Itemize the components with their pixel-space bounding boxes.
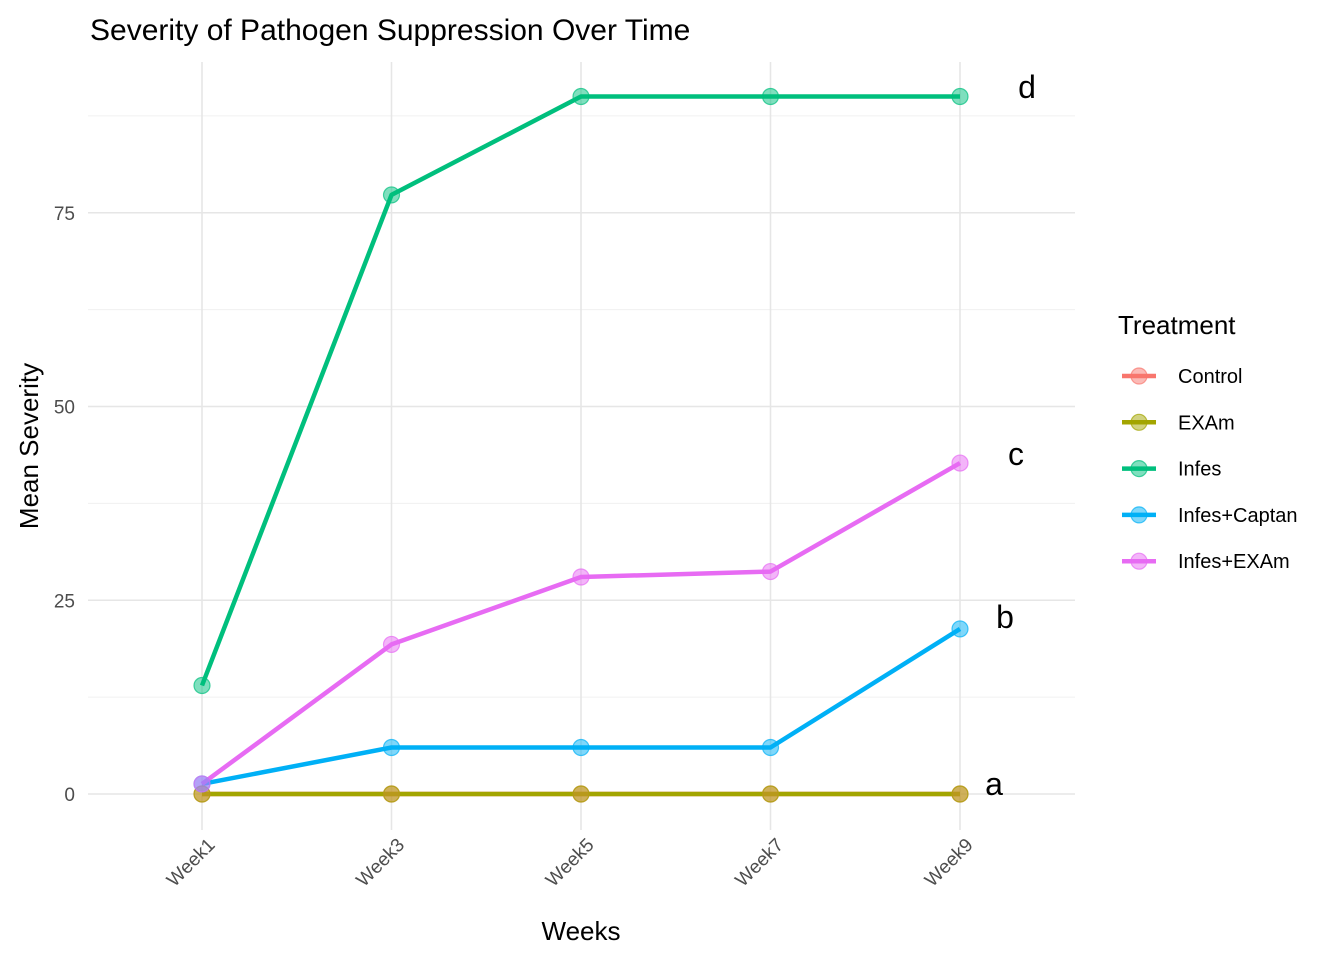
data-point-3-4 bbox=[951, 620, 969, 638]
legend-title: Treatment bbox=[1118, 310, 1236, 340]
x-tick-label: Week1 bbox=[163, 835, 219, 891]
data-point-4-1 bbox=[382, 635, 401, 654]
x-tick-label: Week7 bbox=[732, 835, 788, 891]
legend-item-label: Control bbox=[1178, 366, 1242, 388]
y-tick-label: 25 bbox=[54, 591, 75, 612]
data-point-4-4 bbox=[951, 454, 969, 472]
annotation-label: a bbox=[985, 766, 1003, 802]
legend-item-label: Infes+EXAm bbox=[1178, 551, 1290, 573]
data-point-3-2 bbox=[572, 738, 590, 757]
legend-key-point bbox=[1130, 552, 1148, 570]
annotation-label: c bbox=[1008, 436, 1024, 472]
x-axis-ticks: Week1 Week3 Week5 Week7 Week9 bbox=[163, 835, 977, 891]
data-point-3-3 bbox=[761, 738, 780, 757]
legend-key-point bbox=[1130, 367, 1148, 385]
chart-title: Severity of Pathogen Suppression Over Ti… bbox=[90, 14, 690, 47]
data-point-4-0 bbox=[193, 775, 211, 793]
legend-item-label: Infes bbox=[1178, 459, 1221, 481]
data-point-2-3 bbox=[761, 87, 780, 106]
legend-item-label: EXAm bbox=[1178, 412, 1235, 434]
x-axis-title: Weeks bbox=[542, 916, 621, 946]
data-point-2-2 bbox=[572, 87, 590, 106]
data-point-1-2 bbox=[572, 785, 590, 803]
significance-annotations: d c b a bbox=[985, 69, 1036, 802]
data-point-2-1 bbox=[382, 186, 401, 204]
annotation-label: d bbox=[1018, 69, 1036, 105]
data-point-2-4 bbox=[951, 87, 969, 106]
x-tick-label: Week3 bbox=[353, 835, 409, 891]
data-point-1-1 bbox=[382, 785, 401, 803]
series-points bbox=[193, 87, 969, 803]
data-point-4-2 bbox=[572, 568, 590, 586]
legend-key-point bbox=[1130, 506, 1148, 524]
y-tick-label: 0 bbox=[64, 785, 75, 806]
data-point-3-1 bbox=[382, 738, 401, 757]
data-point-1-3 bbox=[761, 785, 780, 803]
legend: Treatment Control EXAm Infes Infes+Captan In… bbox=[1118, 310, 1298, 573]
data-point-2-0 bbox=[193, 676, 211, 695]
data-point-1-4 bbox=[951, 785, 969, 803]
legend-item-label: Infes+Captan bbox=[1178, 505, 1298, 527]
x-tick-label: Week9 bbox=[921, 835, 977, 891]
y-tick-label: 50 bbox=[54, 398, 75, 419]
y-axis-ticks: 0 25 50 75 bbox=[54, 204, 75, 806]
y-axis-title: Mean Severity bbox=[14, 363, 44, 529]
x-tick-label: Week5 bbox=[542, 835, 598, 891]
annotation-label: b bbox=[996, 599, 1014, 635]
y-tick-label: 75 bbox=[54, 204, 75, 225]
plot-grid bbox=[88, 62, 1075, 830]
legend-key-point bbox=[1130, 413, 1148, 431]
legend-key-point bbox=[1130, 460, 1148, 478]
data-point-4-3 bbox=[761, 562, 780, 581]
